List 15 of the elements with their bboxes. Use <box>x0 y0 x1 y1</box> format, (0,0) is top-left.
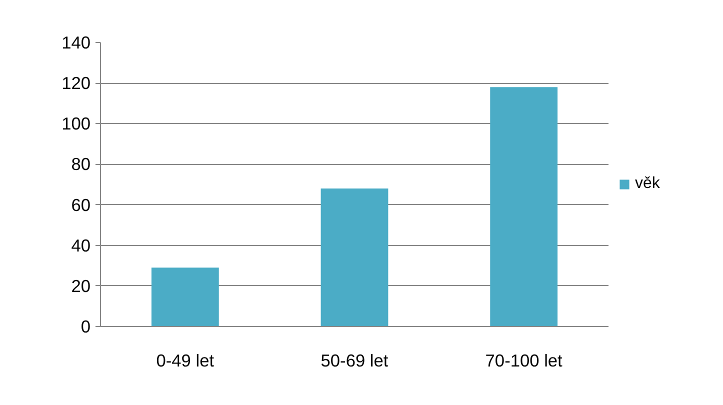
x-tick-label: 70-100 let <box>485 350 563 370</box>
x-tick-label: 0-49 let <box>156 350 214 370</box>
y-tick-label: 60 <box>71 194 91 215</box>
y-tick-label: 40 <box>71 235 91 256</box>
y-tick-label: 140 <box>62 32 91 52</box>
bar <box>490 87 558 326</box>
x-tick-label: 50-69 let <box>320 350 388 370</box>
bar <box>320 188 388 326</box>
y-tick-label: 100 <box>62 114 91 134</box>
bar <box>151 268 219 326</box>
y-tick-label: 80 <box>71 154 91 174</box>
y-tick-label: 20 <box>71 276 91 296</box>
legend-label: věk <box>635 175 660 193</box>
y-tick-label: 120 <box>62 73 91 94</box>
y-tick-label: 0 <box>80 316 91 336</box>
